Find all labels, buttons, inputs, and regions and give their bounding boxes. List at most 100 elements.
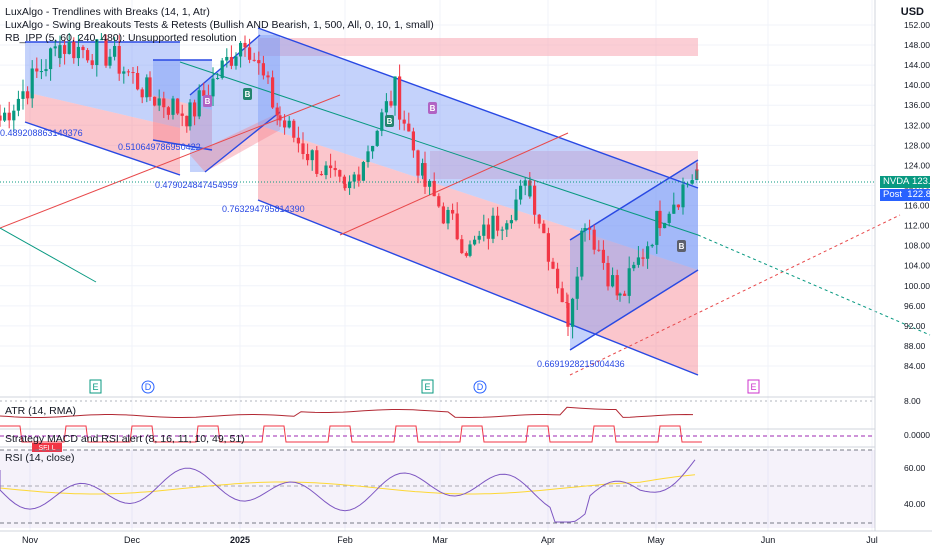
candle-body [565, 302, 569, 304]
earnings-icon [421, 379, 434, 394]
time-axis[interactable]: Nov Dec 2025 Feb Mar Apr May Jun Jul [22, 535, 878, 545]
svg-text:B: B [205, 97, 211, 106]
svg-text:SELL: SELL [38, 445, 55, 452]
candle-body [402, 119, 406, 124]
candle-body [537, 214, 541, 224]
legend-swing-breakouts[interactable]: LuxAlgo - Swing Breakouts Tests & Retest… [5, 19, 434, 31]
svg-text:E: E [424, 382, 430, 392]
price-tick-label: 92.00 [904, 321, 926, 331]
candle-body [556, 268, 560, 289]
candle-body [681, 184, 685, 208]
candle-body [220, 60, 224, 78]
candle-body [140, 89, 144, 98]
candle-body [393, 76, 397, 106]
candle-body [676, 204, 680, 208]
earnings-icon [747, 379, 760, 394]
candle-body [348, 181, 352, 189]
candle-body [58, 45, 62, 59]
candle-body [67, 41, 71, 54]
candle-body [287, 120, 291, 128]
price-tick-label: 144.00 [904, 60, 930, 70]
candle-body [176, 98, 180, 114]
candle-body [90, 60, 94, 66]
candle-body [39, 71, 43, 73]
macd-title[interactable]: Strategy MACD and RSI alert (8, 16, 11, … [5, 433, 245, 445]
last-price: 123.00 [912, 176, 932, 187]
candle-body [153, 96, 157, 106]
candle-body [122, 71, 126, 74]
post-price: 122.86 [907, 189, 932, 200]
candle-body [667, 213, 671, 223]
candle-body [361, 162, 365, 181]
candle-body [234, 56, 238, 66]
candle-body [615, 275, 619, 296]
candle-body [500, 229, 504, 231]
candle-body [108, 56, 112, 66]
price-tick-label: 104.00 [904, 261, 930, 271]
candle-body [423, 163, 427, 187]
time-tick-label: May [647, 535, 665, 545]
candle-body [113, 45, 117, 57]
candle-body [606, 262, 610, 287]
currency-label[interactable]: USD [900, 6, 924, 18]
rsi-title[interactable]: RSI (14, close) [5, 452, 75, 464]
candle-body [216, 77, 220, 79]
price-tick-label: 152.00 [904, 20, 930, 30]
price-tick-label: 88.00 [904, 341, 926, 351]
candle-body [496, 215, 500, 231]
time-tick-label: Apr [541, 535, 555, 545]
price-tick-label: 84.00 [904, 361, 926, 371]
price-tick-label: 108.00 [904, 241, 930, 251]
candle-body [380, 112, 384, 131]
candle-body [278, 115, 282, 121]
candle-body [623, 293, 627, 296]
candle-body [26, 91, 30, 99]
legend-trendlines[interactable]: LuxAlgo - Trendlines with Breaks (14, 1,… [5, 6, 210, 18]
candle-body [690, 179, 694, 184]
candle-body [72, 41, 76, 59]
time-tick-label: Dec [124, 535, 141, 545]
candle-body [566, 302, 570, 327]
candle-body [375, 130, 379, 146]
candle-body [12, 110, 16, 121]
candle-body [611, 275, 615, 287]
candle-body [271, 77, 275, 108]
channel-value: 0.6691928215004436 [537, 359, 625, 369]
candle-body [166, 107, 170, 115]
indicator-axis: 8.00 0.0000 60.00 40.00 [904, 396, 930, 509]
candle-body [575, 276, 579, 299]
candle-body [658, 210, 662, 229]
atr-title[interactable]: ATR (14, RMA) [5, 405, 76, 417]
svg-text:0.0000: 0.0000 [904, 430, 930, 440]
candle-body [76, 46, 80, 59]
candle-body [411, 131, 415, 151]
svg-text:E: E [750, 382, 756, 392]
svg-text:E: E [92, 382, 98, 392]
candle-body [30, 68, 34, 99]
channel-value: 0.489208863149376 [0, 128, 83, 138]
candle-body [428, 180, 432, 187]
dividend-icon [141, 380, 155, 394]
candle-body [197, 90, 201, 117]
candle-body [53, 46, 57, 49]
candle-body [202, 90, 206, 97]
legend-rb-ipp[interactable]: RB_IPP (5, 60, 240, 480): Unsupported re… [5, 32, 237, 44]
candle-body [292, 120, 296, 138]
candle-body [632, 264, 636, 269]
last-price-label: NVDA 123.00 [880, 176, 932, 188]
candle-body [104, 39, 108, 66]
candle-body [371, 145, 375, 152]
candle-body [261, 63, 265, 76]
candle-body [44, 69, 48, 72]
candle-body [81, 46, 85, 51]
svg-text:D: D [477, 382, 484, 392]
candle-body [597, 249, 601, 251]
price-axis[interactable]: 152.00 148.00 144.00 140.00 136.00 132.00 128.… [904, 20, 930, 371]
candle-body [188, 102, 192, 127]
candle-body [342, 176, 346, 184]
event-markers: E D E D E [89, 379, 760, 394]
candle-body [477, 235, 481, 240]
candle-body [695, 169, 699, 171]
candle-body [384, 101, 388, 113]
